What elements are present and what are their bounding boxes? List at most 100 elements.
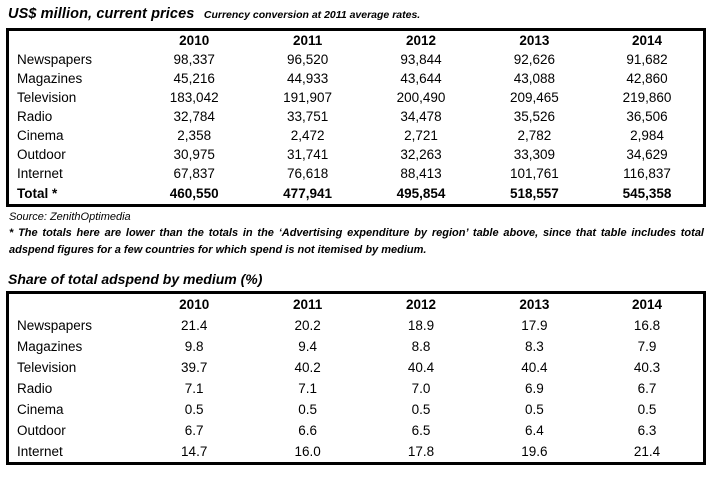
- cell-value: 36,506: [626, 109, 668, 124]
- row-label: Magazines: [17, 339, 83, 354]
- year-header: 2010: [179, 297, 210, 312]
- cell-value: 8.8: [411, 339, 431, 354]
- cell-value: 31,741: [286, 147, 329, 162]
- row-label: Outdoor: [17, 147, 66, 162]
- cell-value: 98,337: [173, 52, 215, 67]
- cell-value: 0.5: [298, 402, 317, 417]
- cell-value: 7.1: [184, 381, 204, 396]
- cell-value: 30,975: [173, 147, 215, 162]
- table1-subtitle: Currency conversion at 2011 average rate…: [203, 9, 421, 21]
- cell-value: 200,490: [396, 90, 446, 105]
- cell-value: 7.0: [411, 381, 431, 396]
- table-row: Cinema 2,358 2,472 2,721 2,782 2,984: [8, 126, 705, 145]
- cell-value: 67,837: [173, 166, 215, 181]
- year-header: 2010: [179, 33, 210, 48]
- table-row: Television 183,042 191,907 200,490 209,465 21…: [8, 88, 705, 107]
- cell-value: 101,761: [509, 166, 559, 181]
- year-header: 2013: [519, 33, 550, 48]
- year-header: 2011: [292, 297, 323, 312]
- year-header: 2011: [292, 33, 323, 48]
- row-label: Radio: [17, 381, 53, 396]
- cell-value: 8.3: [524, 339, 544, 354]
- table-row: Internet 14.7 16.0 17.8 19.6 21.4: [8, 441, 705, 464]
- cell-value: 2,782: [517, 128, 552, 143]
- table-row: Internet 67,837 76,618 88,413 101,761 116,837: [8, 164, 705, 183]
- table-row: Magazines 9.8 9.4 8.8 8.3 7.9: [8, 336, 705, 357]
- row-label: Radio: [17, 109, 53, 124]
- year-header: 2012: [405, 297, 436, 312]
- cell-value: 21.4: [633, 444, 661, 459]
- table-row: Outdoor 6.7 6.6 6.5 6.4 6.3: [8, 420, 705, 441]
- year-header: 2012: [405, 33, 436, 48]
- cell-value: 45,216: [173, 71, 215, 86]
- cell-value: 43,088: [513, 71, 556, 86]
- year-header: 2014: [632, 297, 663, 312]
- row-label: Television: [17, 360, 77, 375]
- cell-value: 18.9: [407, 318, 435, 333]
- cell-value: 16.0: [294, 444, 321, 459]
- cell-value: 20.2: [294, 318, 321, 333]
- total-row: Total * 460,550 477,941 495,854 518,557 …: [8, 183, 705, 206]
- cell-value: 0.5: [637, 402, 657, 417]
- cell-value: 9.4: [298, 339, 317, 354]
- cell-value: 93,844: [400, 52, 442, 67]
- total-cell-value: 518,557: [509, 186, 559, 201]
- share-of-adspend-table: 2010 2011 2012 2013 2014 Newspapers 21.4 2…: [6, 291, 706, 465]
- row-label: Cinema: [17, 128, 64, 143]
- cell-value: 76,618: [286, 166, 329, 181]
- table1-title-row: US$ million, current prices Currency con…: [8, 5, 706, 23]
- cell-value: 42,860: [626, 71, 668, 86]
- table-row: Cinema 0.5 0.5 0.5 0.5 0.5: [8, 399, 705, 420]
- year-header-row: 2010 2011 2012 2013 2014: [8, 293, 705, 316]
- cell-value: 35,526: [513, 109, 556, 124]
- cell-value: 40.4: [407, 360, 435, 375]
- cell-value: 7.1: [298, 381, 317, 396]
- cell-value: 6.9: [524, 381, 544, 396]
- cell-value: 21.4: [181, 318, 208, 333]
- cell-value: 2,984: [630, 128, 664, 143]
- row-label: Magazines: [17, 71, 83, 86]
- cell-value: 0.5: [524, 402, 544, 417]
- table-row: Newspapers 98,337 96,520 93,844 92,626 91,682: [8, 50, 705, 69]
- cell-value: 209,465: [509, 90, 559, 105]
- table-row: Television 39.7 40.2 40.4 40.4 40.3: [8, 357, 705, 378]
- cell-value: 219,860: [622, 90, 672, 105]
- adspend-by-medium-table: 2010 2011 2012 2013 2014 Newspapers 98,33…: [6, 28, 706, 207]
- cell-value: 91,682: [626, 52, 668, 67]
- cell-value: 96,520: [286, 52, 329, 67]
- cell-value: 6.7: [637, 381, 657, 396]
- row-label: Newspapers: [17, 52, 93, 67]
- cell-value: 116,837: [623, 166, 671, 181]
- row-label: Internet: [17, 444, 63, 459]
- cell-value: 16.8: [633, 318, 661, 333]
- header-empty-cell: [8, 293, 138, 316]
- cell-value: 14.7: [181, 444, 208, 459]
- table-row: Radio 7.1 7.1 7.0 6.9 6.7: [8, 378, 705, 399]
- row-label: Television: [17, 90, 77, 105]
- cell-value: 9.8: [184, 339, 204, 354]
- cell-value: 0.5: [184, 402, 204, 417]
- year-header: 2013: [519, 297, 550, 312]
- source-note: Source: ZenithOptimedia: [9, 211, 131, 223]
- header-empty-cell: [8, 30, 138, 51]
- cell-value: 40.4: [521, 360, 548, 375]
- cell-value: 17.9: [521, 318, 548, 333]
- cell-value: 32,784: [173, 109, 215, 124]
- year-header: 2014: [632, 33, 663, 48]
- cell-value: 44,933: [286, 71, 329, 86]
- table-row: Radio 32,784 33,751 34,478 35,526 36,506: [8, 107, 705, 126]
- table-row: Newspapers 21.4 20.2 18.9 17.9 16.8: [8, 315, 705, 336]
- cell-value: 88,413: [400, 166, 442, 181]
- row-label: Outdoor: [17, 423, 66, 438]
- cell-value: 34,478: [400, 109, 442, 124]
- cell-value: 39.7: [181, 360, 208, 375]
- cell-value: 32,263: [400, 147, 442, 162]
- table2-title: Share of total adspend by medium (%): [8, 271, 263, 287]
- cell-value: 40.2: [294, 360, 321, 375]
- cell-value: 183,042: [169, 90, 219, 105]
- cell-value: 34,629: [626, 147, 668, 162]
- cell-value: 33,751: [286, 109, 329, 124]
- row-label: Cinema: [17, 402, 64, 417]
- cell-value: 19.6: [521, 444, 548, 459]
- total-cell-value: 545,358: [622, 186, 672, 201]
